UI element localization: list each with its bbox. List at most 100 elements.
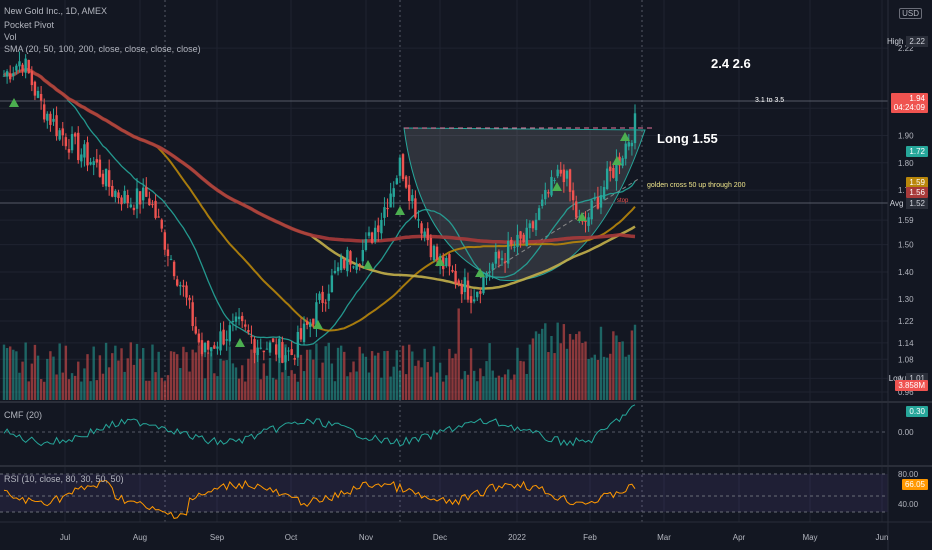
candle-body-185 — [575, 201, 578, 218]
volume-bar-25 — [80, 381, 83, 400]
candle-body-75 — [234, 316, 238, 322]
candle-body-76 — [237, 316, 241, 320]
volume-bar-16 — [52, 356, 55, 400]
candle-body-40 — [126, 195, 129, 204]
cup-shape — [403, 127, 646, 282]
volume-bar-22 — [70, 373, 74, 400]
candle-body-102 — [318, 293, 321, 301]
volume-bar-23 — [73, 375, 77, 400]
volume-bar-55 — [172, 351, 176, 400]
cup-trendline — [479, 177, 641, 279]
volume-bar-173 — [537, 333, 541, 400]
volume-bar-162 — [503, 374, 507, 400]
candle-body-116 — [361, 249, 365, 262]
volume-bar-62 — [194, 352, 197, 400]
candle-body-177 — [550, 176, 553, 196]
candle-body-70 — [219, 331, 222, 351]
volume-bar-111 — [346, 376, 349, 400]
volume-bar-196 — [609, 353, 612, 400]
volume-bar-76 — [237, 378, 241, 400]
volume-bar-158 — [491, 370, 494, 400]
pocket-pivot-6 — [475, 268, 485, 277]
candle-body-168 — [522, 234, 525, 243]
volume-bar-183 — [568, 333, 572, 400]
legend-rsi[interactable]: RSI (10, close, 80, 30, 50, 50) — [4, 474, 124, 484]
cup-pattern-drawing — [0, 100, 888, 282]
candle-body-0 — [2, 75, 6, 77]
volume-bar-95 — [296, 381, 300, 400]
volume-bar-60 — [188, 371, 191, 400]
volume-bar-204 — [633, 324, 637, 400]
candle-body-128 — [398, 157, 402, 176]
y-tick-4: 1.70 — [898, 186, 914, 195]
volume-bar-57 — [179, 367, 182, 400]
candle-body-121 — [377, 225, 380, 233]
candle-body-89 — [278, 338, 281, 358]
volume-bar-72 — [225, 360, 228, 400]
volume-bar-1 — [5, 347, 9, 400]
rsi-tick-1: 40.00 — [898, 500, 919, 509]
candle-body-30 — [95, 159, 98, 163]
volume-bar-149 — [463, 371, 467, 400]
candle-body-114 — [355, 263, 358, 270]
volume-bar-31 — [98, 355, 102, 400]
candle-body-21 — [67, 149, 71, 153]
volume-bar-178 — [553, 353, 556, 400]
volume-bar-34 — [107, 367, 111, 400]
legend-cmf[interactable]: CMF (20) — [4, 410, 42, 420]
symbol-title[interactable]: New Gold Inc., 1D, AMEX — [4, 6, 108, 16]
candle-body-113 — [352, 266, 355, 268]
candle-body-132 — [411, 195, 414, 202]
volume-bar-165 — [513, 374, 516, 400]
high-label: High 2.22 — [884, 36, 928, 47]
candle-body-127 — [395, 178, 399, 185]
volume-bar-106 — [330, 363, 334, 400]
pocket-pivot-2 — [313, 320, 323, 329]
volume-bar-103 — [321, 362, 324, 400]
volume-bar-119 — [370, 351, 374, 400]
candle-body-20 — [64, 137, 68, 147]
currency-badge[interactable]: USD — [899, 8, 922, 19]
candle-body-36 — [114, 190, 117, 198]
volume-bar-190 — [590, 357, 593, 400]
volume-bar-65 — [203, 378, 207, 400]
candle-body-200 — [621, 158, 624, 166]
volume-bar-118 — [367, 372, 371, 400]
volume-bar-36 — [114, 345, 117, 400]
volume-bar-8 — [27, 381, 30, 400]
pocket-pivot-4 — [395, 206, 405, 215]
volume-bar-150 — [466, 374, 470, 400]
volume-bar-137 — [426, 361, 429, 400]
volume-bar-168 — [522, 361, 525, 400]
volume-bar-3 — [12, 349, 15, 400]
x-tick-Apr: Apr — [733, 533, 746, 542]
candle-body-47 — [148, 198, 151, 206]
candle-body-158 — [491, 263, 494, 270]
candle-body-61 — [191, 302, 194, 327]
legend-volume[interactable]: Vol — [4, 32, 17, 42]
volume-bar-91 — [284, 344, 287, 400]
avg-label: Avg 1.52 — [887, 198, 928, 209]
candle-body-95 — [296, 331, 300, 358]
volume-bar-203 — [630, 330, 634, 400]
candle-body-92 — [287, 350, 290, 352]
volume-bar-82 — [256, 349, 259, 400]
volume-bar-172 — [534, 331, 538, 400]
x-tick-Oct: Oct — [285, 533, 298, 542]
volume-bar-131 — [408, 344, 411, 400]
sma20-line — [3, 68, 636, 346]
candle-body-60 — [188, 297, 191, 301]
candle-body-154 — [479, 291, 482, 294]
volume-bar-128 — [398, 371, 402, 400]
volume-bar-10 — [33, 344, 37, 400]
legend-pocket-pivot[interactable]: Pocket Pivot — [4, 20, 55, 30]
volume-bar-81 — [253, 345, 256, 400]
volume-bar-47 — [148, 380, 151, 400]
legend-sma[interactable]: SMA (20, 50, 100, 200, close, close, clo… — [4, 44, 201, 54]
volume-bar-48 — [151, 344, 154, 400]
volume-bar-7 — [24, 342, 27, 400]
y-tick-0: 2.22 — [898, 44, 914, 53]
candle-body-27 — [86, 142, 89, 166]
candle-body-164 — [510, 239, 513, 245]
